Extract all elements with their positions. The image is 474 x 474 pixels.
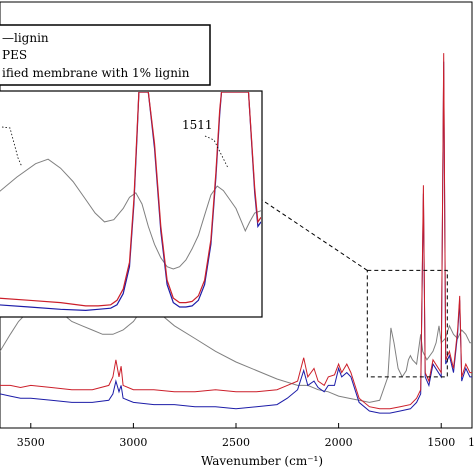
x-tick-label: 1500 (427, 436, 455, 449)
x-axis: 3500 3000 2500 2000 1500 (17, 423, 455, 449)
legend: —lignin PES ified membrane with 1% ligni… (0, 24, 211, 86)
legend-box (0, 24, 211, 86)
legend-entry-pes: PES (2, 48, 27, 62)
inset-frame (0, 90, 263, 318)
x-tick-label: 2500 (222, 436, 250, 449)
annotation-1511: 1511 (182, 118, 213, 132)
x-tick-label: 3000 (119, 436, 147, 449)
series-lignin-line (0, 294, 472, 403)
x-tick-label: 3500 (17, 436, 45, 449)
inset-plot: 1511 (0, 90, 263, 318)
main-series-layer (0, 53, 472, 414)
zoom-connector-line (261, 199, 368, 271)
x-tick-label-partial: 1 (468, 436, 474, 449)
legend-entry-modified-membrane: ified membrane with 1% lignin (2, 66, 190, 80)
zoom-region-box (366, 269, 448, 378)
legend-entry-lignin: —lignin (2, 31, 49, 45)
annotation-leader-left (1, 126, 23, 168)
inset-series-modified-membrane-line (0, 92, 261, 307)
x-axis-label: Wavenumber (cm⁻¹) (201, 454, 323, 468)
series-modified-membrane-line (0, 53, 472, 410)
x-tick-label: 2000 (325, 436, 353, 449)
